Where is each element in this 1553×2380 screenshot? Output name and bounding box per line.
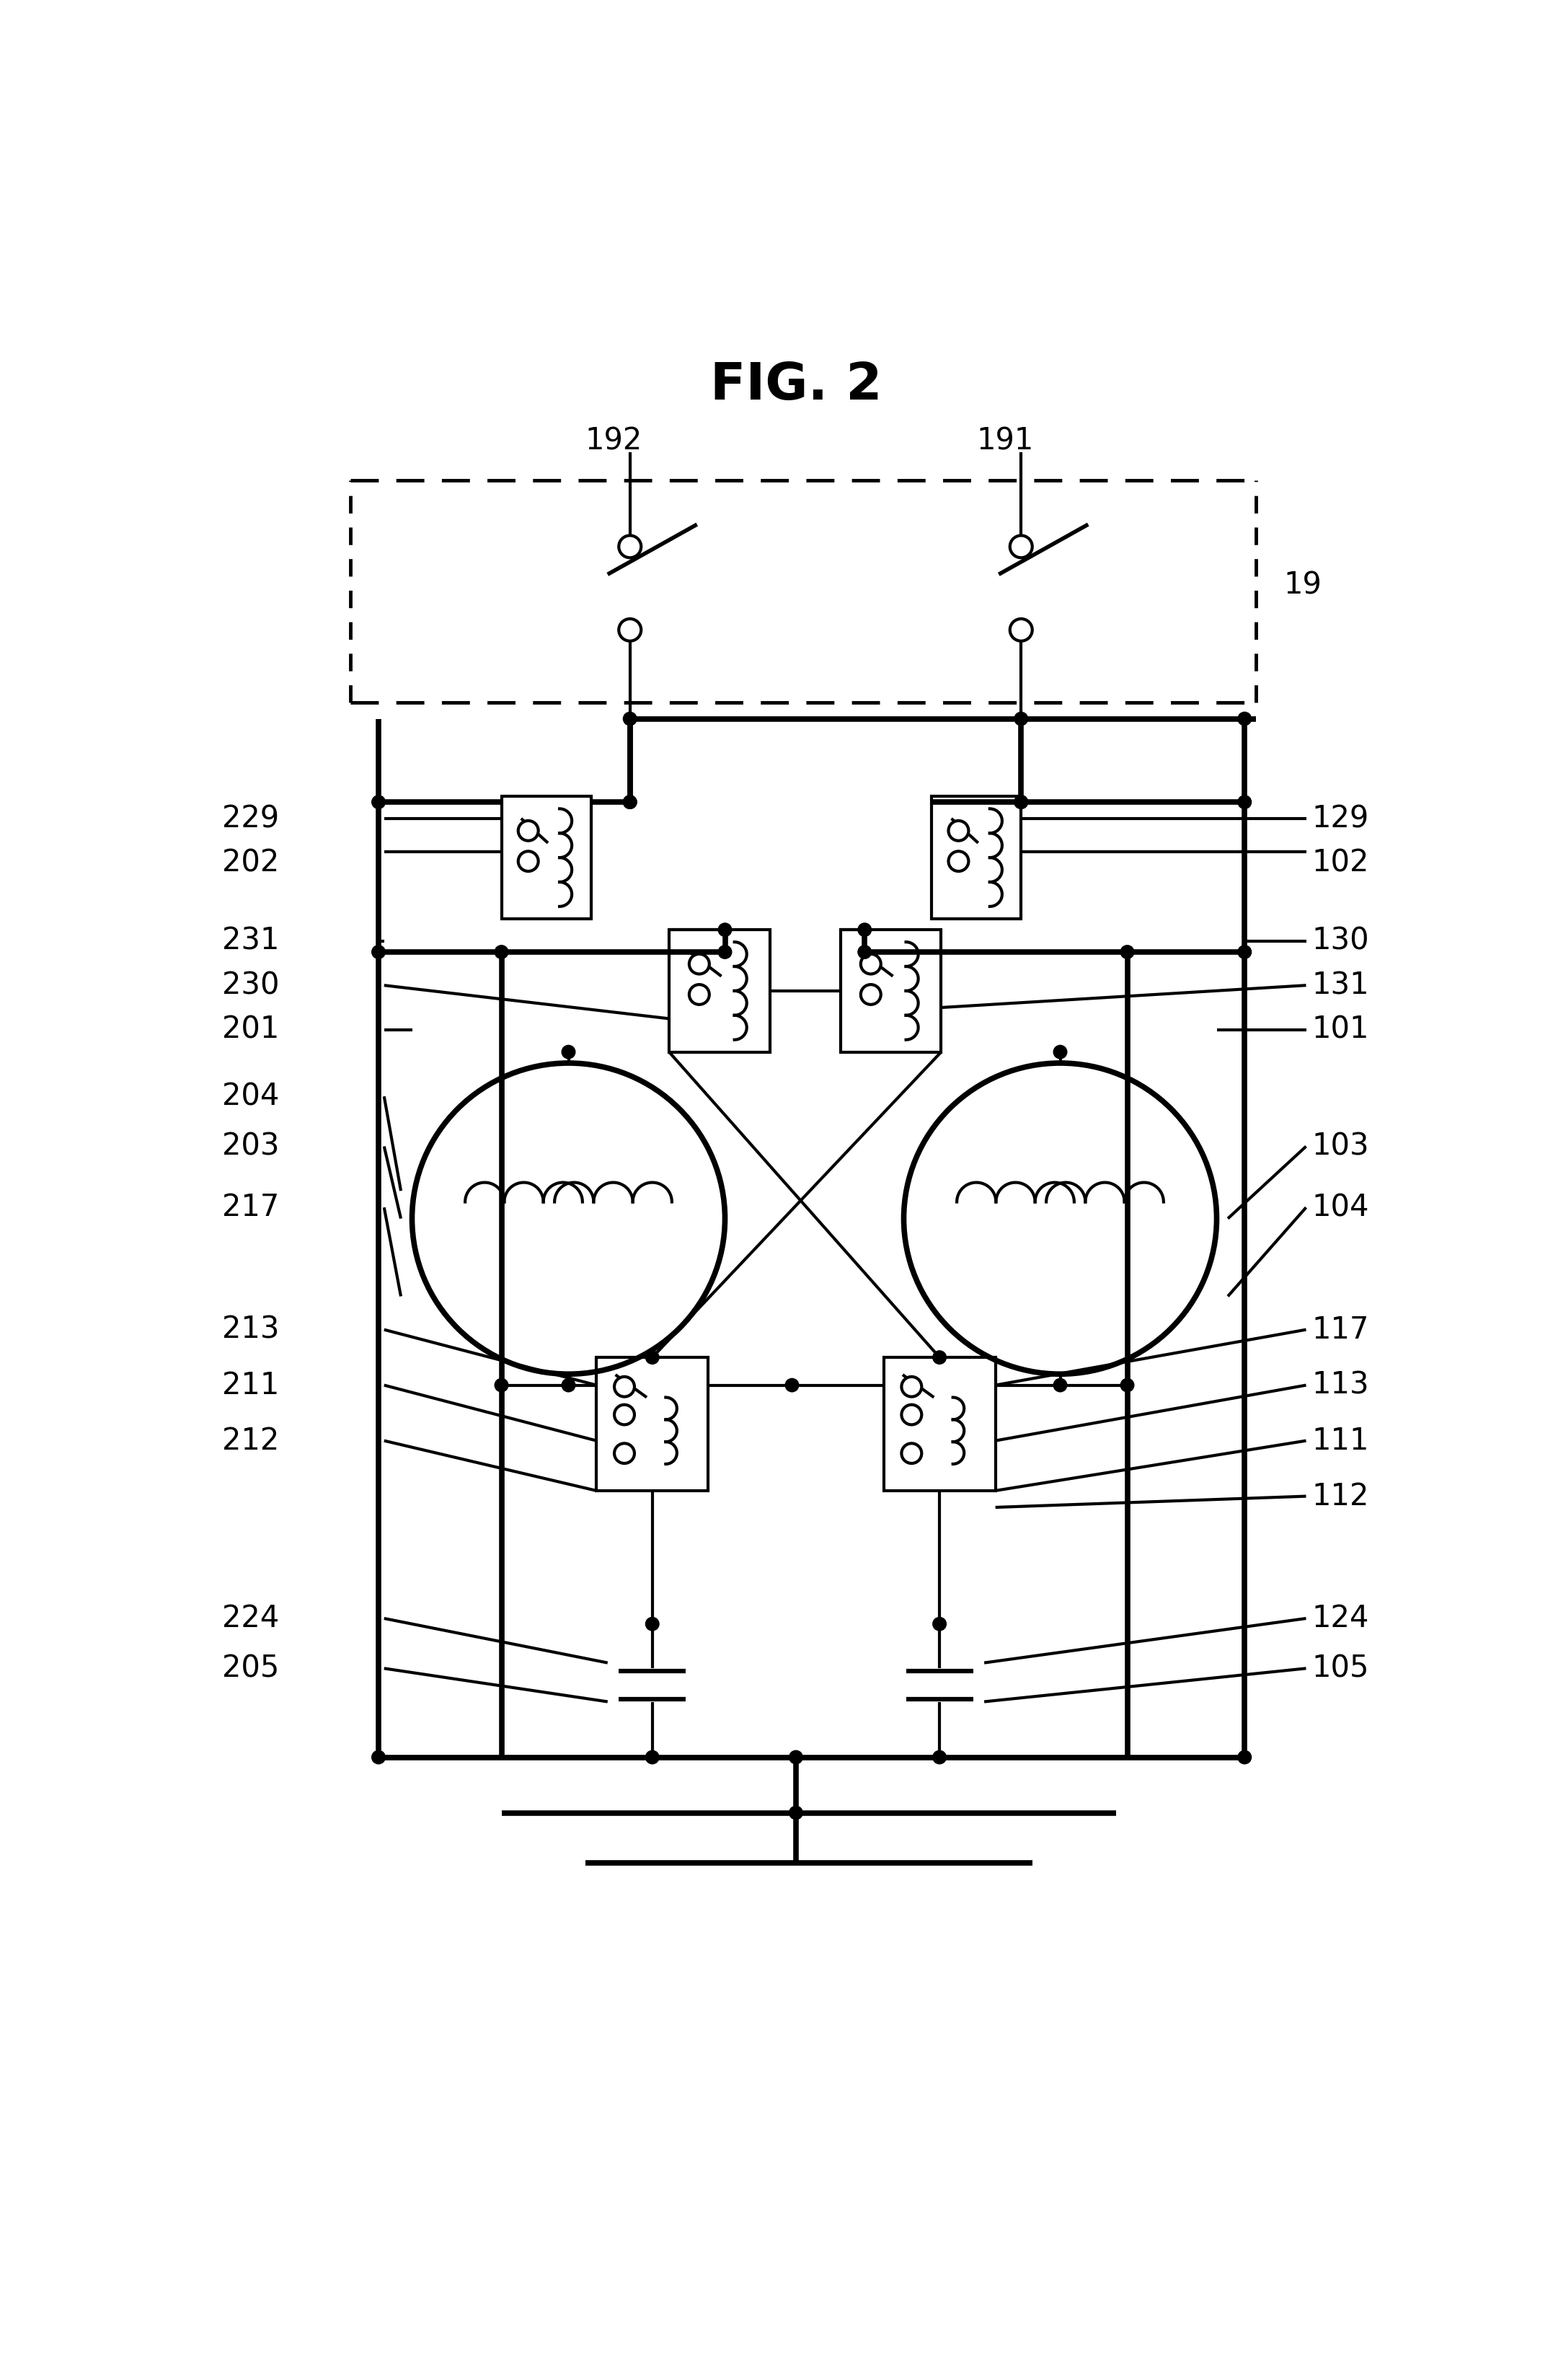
- Circle shape: [902, 1404, 921, 1426]
- Text: 19: 19: [1284, 571, 1322, 600]
- Text: 217: 217: [222, 1192, 280, 1223]
- Text: 124: 124: [1312, 1604, 1368, 1633]
- Circle shape: [902, 1442, 921, 1464]
- Circle shape: [717, 923, 731, 935]
- Text: 224: 224: [222, 1604, 280, 1633]
- Text: 204: 204: [222, 1081, 280, 1111]
- Text: 102: 102: [1312, 847, 1368, 878]
- Circle shape: [690, 985, 710, 1004]
- Circle shape: [623, 795, 637, 809]
- Circle shape: [717, 945, 731, 959]
- Text: 111: 111: [1312, 1426, 1368, 1457]
- Text: 211: 211: [222, 1371, 280, 1399]
- Circle shape: [562, 1045, 575, 1059]
- Bar: [596, 1357, 708, 1490]
- Circle shape: [1121, 945, 1134, 959]
- Circle shape: [371, 1752, 385, 1764]
- Text: 103: 103: [1312, 1130, 1370, 1161]
- Circle shape: [933, 1618, 946, 1630]
- Circle shape: [1009, 536, 1033, 557]
- Circle shape: [1014, 795, 1028, 809]
- Text: 192: 192: [585, 426, 643, 457]
- Circle shape: [1238, 1752, 1252, 1764]
- Text: 213: 213: [222, 1314, 280, 1345]
- Circle shape: [1053, 1378, 1067, 1392]
- Text: 230: 230: [222, 971, 280, 1000]
- Circle shape: [618, 536, 641, 557]
- Circle shape: [623, 712, 637, 726]
- Bar: [502, 797, 590, 919]
- Circle shape: [1238, 945, 1252, 959]
- Circle shape: [949, 852, 969, 871]
- Circle shape: [618, 619, 641, 640]
- Circle shape: [1014, 712, 1028, 726]
- Circle shape: [860, 954, 881, 973]
- Circle shape: [933, 1352, 946, 1364]
- Circle shape: [519, 821, 539, 840]
- Text: 203: 203: [222, 1130, 280, 1161]
- Bar: [884, 1357, 995, 1490]
- Circle shape: [860, 985, 881, 1004]
- Text: 113: 113: [1312, 1371, 1370, 1399]
- Circle shape: [519, 852, 539, 871]
- Bar: [840, 931, 941, 1052]
- Circle shape: [495, 945, 508, 959]
- Text: 130: 130: [1312, 926, 1370, 957]
- Text: 104: 104: [1312, 1192, 1368, 1223]
- Circle shape: [623, 795, 637, 809]
- Text: 105: 105: [1312, 1654, 1368, 1683]
- Text: 101: 101: [1312, 1014, 1368, 1045]
- Circle shape: [646, 1752, 658, 1764]
- Circle shape: [789, 1806, 803, 1818]
- Circle shape: [615, 1404, 635, 1426]
- Circle shape: [857, 945, 871, 959]
- Circle shape: [690, 954, 710, 973]
- Circle shape: [495, 1378, 508, 1392]
- Circle shape: [615, 1442, 635, 1464]
- Circle shape: [789, 1752, 803, 1764]
- Circle shape: [857, 923, 871, 935]
- Text: FIG. 2: FIG. 2: [710, 362, 882, 409]
- Circle shape: [1121, 1378, 1134, 1392]
- Circle shape: [646, 1618, 658, 1630]
- Circle shape: [949, 821, 969, 840]
- Circle shape: [562, 1378, 575, 1392]
- Circle shape: [1238, 712, 1252, 726]
- Circle shape: [1009, 619, 1033, 640]
- Circle shape: [902, 1376, 921, 1397]
- Text: 231: 231: [222, 926, 280, 957]
- Text: 201: 201: [222, 1014, 280, 1045]
- Text: 229: 229: [222, 804, 280, 833]
- Bar: [669, 931, 770, 1052]
- Circle shape: [786, 1378, 798, 1392]
- Text: 205: 205: [222, 1654, 280, 1683]
- Text: 202: 202: [222, 847, 280, 878]
- Text: 117: 117: [1312, 1314, 1368, 1345]
- Text: 129: 129: [1312, 804, 1368, 833]
- Text: 131: 131: [1312, 971, 1370, 1000]
- Circle shape: [646, 1352, 658, 1364]
- Circle shape: [1014, 795, 1028, 809]
- Circle shape: [1053, 1045, 1067, 1059]
- Text: 212: 212: [222, 1426, 280, 1457]
- Circle shape: [933, 1752, 946, 1764]
- Circle shape: [371, 945, 385, 959]
- Text: 191: 191: [977, 426, 1034, 457]
- Circle shape: [615, 1376, 635, 1397]
- Circle shape: [371, 795, 385, 809]
- Text: 112: 112: [1312, 1480, 1368, 1511]
- Bar: [932, 797, 1020, 919]
- Circle shape: [1238, 795, 1252, 809]
